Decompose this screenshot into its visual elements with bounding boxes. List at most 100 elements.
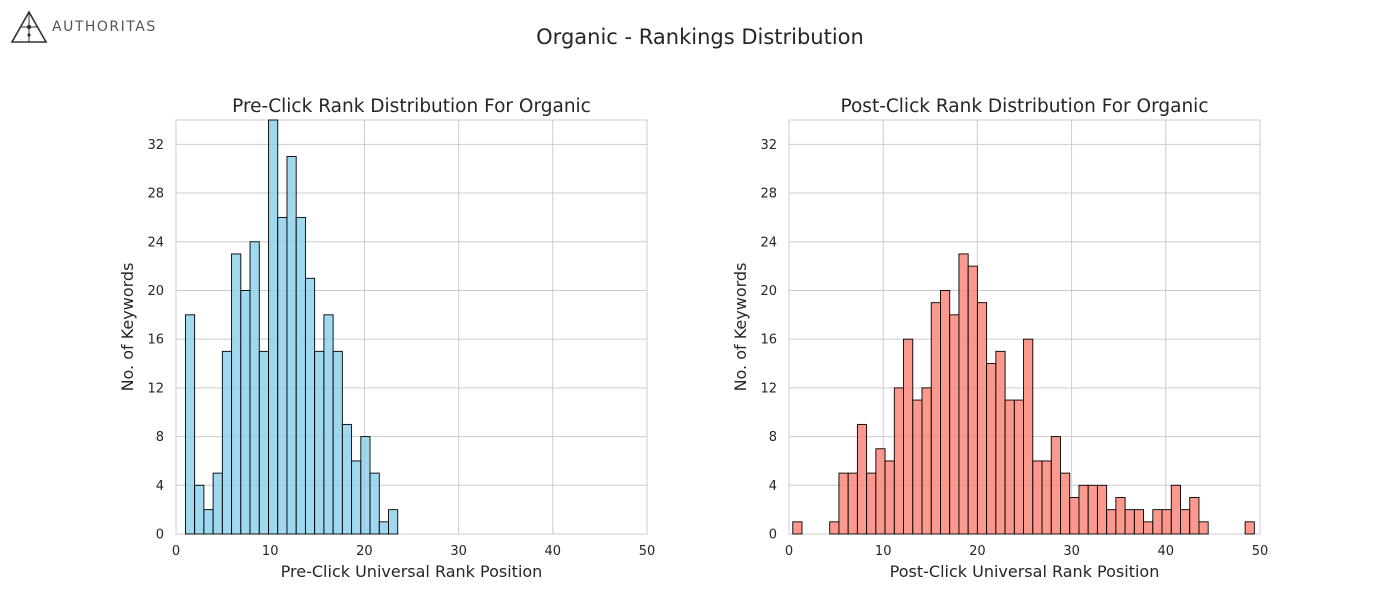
x-tick-label: 20: [969, 544, 986, 559]
histogram-bar: [976, 302, 988, 535]
histogram-bar: [856, 423, 868, 535]
histogram-bar: [792, 521, 803, 535]
histogram-bar: [1143, 521, 1154, 535]
histogram-bar: [1152, 509, 1163, 535]
histogram-bar: [314, 350, 325, 535]
histogram-bar: [378, 521, 389, 535]
histogram-bar: [1161, 509, 1172, 535]
x-tick-label: 20: [356, 544, 373, 559]
histogram-bar: [1180, 509, 1191, 535]
histogram-bar: [249, 241, 260, 535]
histogram-bar: [369, 472, 380, 535]
x-tick-label: 0: [785, 544, 793, 559]
histogram-bar: [1124, 509, 1135, 535]
y-tick-label: 12: [147, 381, 164, 396]
histogram-bar: [930, 302, 941, 535]
histogram-bar: [286, 156, 297, 535]
histogram-bar: [875, 448, 886, 535]
histogram-bar: [1004, 399, 1015, 535]
histogram-bar: [1115, 497, 1126, 535]
histogram-bar: [295, 216, 306, 535]
histogram-bar: [351, 460, 362, 535]
y-tick-label: 8: [769, 430, 777, 445]
histogram-bar: [1069, 497, 1080, 535]
histogram-bar: [838, 472, 849, 535]
x-tick-label: 30: [1063, 544, 1080, 559]
histogram-bar: [866, 472, 877, 535]
y-axis-label: No. of Keywords: [118, 263, 137, 392]
histogram-bar: [884, 460, 895, 535]
y-tick-label: 4: [156, 479, 164, 494]
histogram-bar: [1198, 521, 1209, 535]
y-tick-label: 28: [760, 187, 777, 202]
x-tick-label: 30: [450, 544, 467, 559]
histogram-bar: [240, 290, 251, 535]
histogram-bar: [268, 119, 279, 535]
y-tick-label: 0: [156, 528, 164, 543]
histogram-bar: [1087, 484, 1098, 535]
histogram-bar: [304, 277, 316, 535]
histogram-bar: [1050, 436, 1061, 535]
authoritas-logo-icon: [10, 10, 48, 43]
y-tick-label: 32: [147, 138, 164, 153]
histogram-bar: [360, 436, 371, 535]
plot-frame: [175, 119, 648, 535]
x-tick-label: 50: [639, 544, 656, 559]
x-tick-label: 40: [1158, 544, 1175, 559]
histogram-bar: [1041, 460, 1052, 535]
y-tick-label: 16: [760, 333, 777, 348]
y-tick-label: 12: [760, 381, 777, 396]
histogram-bar: [258, 350, 269, 535]
y-tick-label: 20: [147, 284, 164, 299]
histogram-bar: [323, 314, 334, 535]
histogram-bar: [203, 509, 214, 535]
chart-panel-2: 0 4 8 12 16 20 24 28 32 0 10 20 30 40 50 Post-Click Ran…: [731, 96, 1268, 581]
histogram-bar: [893, 387, 904, 535]
histogram-bar: [847, 472, 858, 535]
histogram-bar: [212, 472, 223, 535]
histogram-bar: [341, 423, 353, 535]
histogram-bar: [986, 363, 997, 535]
x-tick-label: 0: [172, 544, 180, 559]
y-tick-label: 20: [760, 284, 777, 299]
logo-text: AUTHORITAS: [52, 19, 157, 35]
chart-panel-1: 0 4 8 12 16 20 24 28 32 0 10 20 30 40 50 Pre-Click Rank…: [118, 96, 655, 581]
histogram-bar: [1170, 484, 1181, 535]
histogram-bar: [1244, 521, 1255, 535]
histogram-bar: [1060, 472, 1071, 535]
histogram-bar: [921, 387, 932, 535]
y-tick-label: 8: [156, 430, 164, 445]
brand-logo: AUTHORITAS: [10, 10, 157, 44]
histogram-bar: [1078, 484, 1089, 535]
histogram-bar: [194, 484, 205, 535]
y-tick-label: 28: [147, 187, 164, 202]
histogram-bar: [949, 314, 960, 535]
histogram-bar: [1133, 509, 1145, 535]
histogram-bar: [1096, 484, 1108, 535]
histogram-bar: [958, 253, 969, 535]
histogram-bar: [967, 265, 978, 535]
x-tick-label: 50: [1252, 544, 1269, 559]
chart-title: Post-Click Rank Distribution For Organic: [840, 96, 1208, 117]
x-tick-label: 10: [875, 544, 892, 559]
histogram-bar: [912, 399, 923, 535]
histogram-bar: [903, 338, 914, 535]
histogram-bar: [332, 350, 343, 535]
histogram-bar: [829, 521, 840, 535]
histogram-bar: [1013, 399, 1025, 535]
histogram-bar: [1032, 460, 1043, 535]
histogram-bar: [231, 253, 242, 535]
page-title: Organic - Rankings Distribution: [536, 25, 864, 49]
y-tick-label: 16: [147, 333, 164, 348]
y-tick-label: 32: [760, 138, 777, 153]
histogram-bar: [221, 350, 233, 535]
histogram-bar: [1023, 338, 1034, 535]
histogram-bar: [1106, 509, 1117, 535]
histogram-bar: [388, 509, 399, 535]
x-axis-label: Pre-Click Universal Rank Position: [281, 562, 543, 581]
histogram-bar: [277, 216, 288, 535]
histogram-bar: [995, 350, 1006, 535]
y-tick-label: 0: [769, 528, 777, 543]
histogram-bar: [184, 314, 196, 535]
